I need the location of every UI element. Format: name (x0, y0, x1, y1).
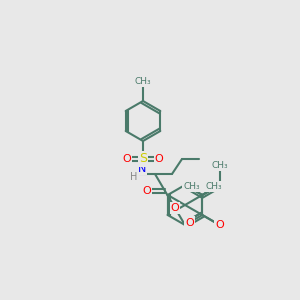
Text: CH₃: CH₃ (206, 182, 222, 191)
Text: O: O (185, 218, 194, 227)
Text: O: O (142, 186, 152, 196)
Text: CH₃: CH₃ (183, 182, 200, 191)
Text: O: O (215, 220, 224, 230)
Text: N: N (138, 164, 146, 174)
Text: CH₃: CH₃ (135, 77, 151, 86)
Text: S: S (139, 152, 147, 166)
Text: O: O (171, 203, 179, 213)
Text: O: O (154, 154, 164, 164)
Text: CH₃: CH₃ (211, 161, 228, 170)
Text: O: O (123, 154, 131, 164)
Text: H: H (130, 172, 138, 182)
